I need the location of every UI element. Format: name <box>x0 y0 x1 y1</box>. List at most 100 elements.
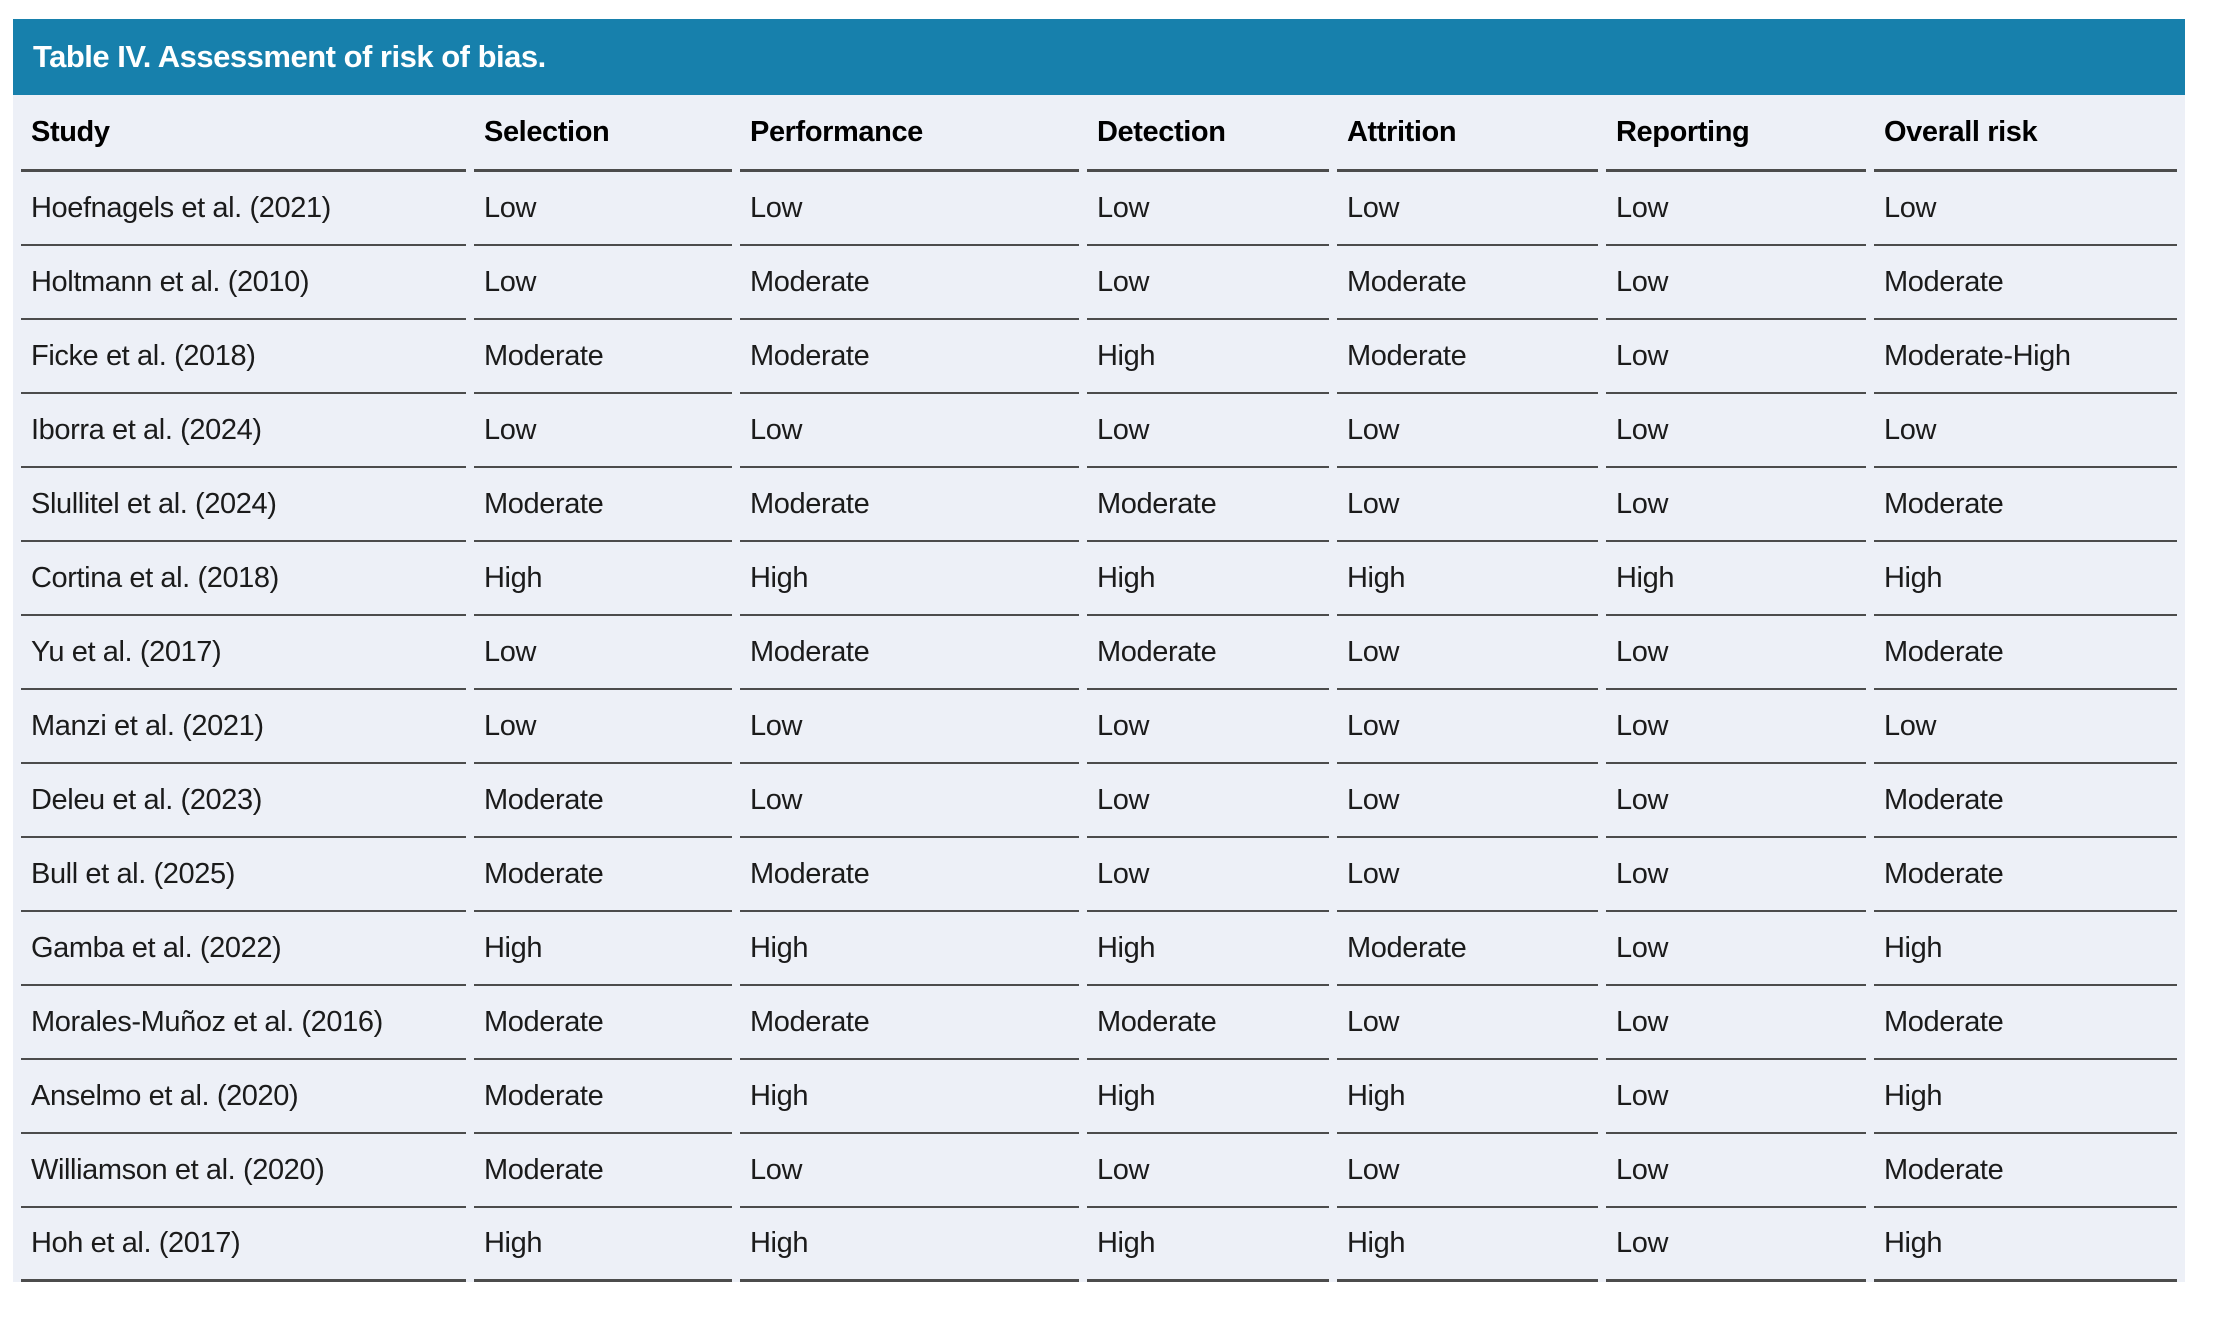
study-cell: Hoefnagels et al. (2021) <box>21 172 466 246</box>
selection-cell: Moderate <box>474 320 732 394</box>
selection-cell: Low <box>474 172 732 246</box>
detection-cell: High <box>1087 912 1329 986</box>
reporting-cell: Low <box>1606 690 1866 764</box>
performance-cell: High <box>740 912 1079 986</box>
attrition-cell: Low <box>1337 1134 1598 1208</box>
performance-cell: Moderate <box>740 616 1079 690</box>
detection-cell: Moderate <box>1087 616 1329 690</box>
attrition-cell: Low <box>1337 394 1598 468</box>
attrition-cell: Low <box>1337 764 1598 838</box>
overall-risk-cell: Moderate <box>1874 246 2177 320</box>
overall-risk-cell: Low <box>1874 394 2177 468</box>
header-row: Study Selection Performance Detection At… <box>21 95 2177 172</box>
table-row: Iborra et al. (2024) Low Low Low Low Low… <box>21 394 2177 468</box>
detection-cell: Moderate <box>1087 986 1329 1060</box>
overall-risk-cell: Moderate <box>1874 616 2177 690</box>
study-cell: Gamba et al. (2022) <box>21 912 466 986</box>
attrition-cell: Moderate <box>1337 912 1598 986</box>
study-cell: Williamson et al. (2020) <box>21 1134 466 1208</box>
performance-cell: High <box>740 542 1079 616</box>
overall-risk-cell: Moderate <box>1874 1134 2177 1208</box>
selection-cell: Low <box>474 246 732 320</box>
study-cell: Deleu et al. (2023) <box>21 764 466 838</box>
overall-risk-cell: High <box>1874 912 2177 986</box>
reporting-cell: Low <box>1606 986 1866 1060</box>
attrition-cell: Low <box>1337 616 1598 690</box>
table-title: Table IV. Assessment of risk of bias. <box>33 39 546 74</box>
column-header-performance: Performance <box>740 95 1079 172</box>
selection-cell: Moderate <box>474 838 732 912</box>
attrition-cell: Moderate <box>1337 320 1598 394</box>
column-header-reporting: Reporting <box>1606 95 1866 172</box>
assessment-table: Study Selection Performance Detection At… <box>13 95 2185 1282</box>
reporting-cell: Low <box>1606 1134 1866 1208</box>
performance-cell: High <box>740 1208 1079 1282</box>
column-header-selection: Selection <box>474 95 732 172</box>
performance-cell: Low <box>740 172 1079 246</box>
reporting-cell: Low <box>1606 394 1866 468</box>
reporting-cell: Low <box>1606 1060 1866 1134</box>
study-cell: Slullitel et al. (2024) <box>21 468 466 542</box>
selection-cell: Moderate <box>474 986 732 1060</box>
reporting-cell: High <box>1606 542 1866 616</box>
attrition-cell: Low <box>1337 838 1598 912</box>
table-row: Williamson et al. (2020) Moderate Low Lo… <box>21 1134 2177 1208</box>
attrition-cell: Moderate <box>1337 246 1598 320</box>
study-cell: Cortina et al. (2018) <box>21 542 466 616</box>
table-row: Deleu et al. (2023) Moderate Low Low Low… <box>21 764 2177 838</box>
overall-risk-cell: Moderate <box>1874 764 2177 838</box>
performance-cell: Low <box>740 764 1079 838</box>
reporting-cell: Low <box>1606 246 1866 320</box>
attrition-cell: Low <box>1337 986 1598 1060</box>
table-row: Cortina et al. (2018) High High High Hig… <box>21 542 2177 616</box>
risk-of-bias-table: Table IV. Assessment of risk of bias. St… <box>13 19 2185 1282</box>
reporting-cell: Low <box>1606 764 1866 838</box>
reporting-cell: Low <box>1606 468 1866 542</box>
column-header-detection: Detection <box>1087 95 1329 172</box>
detection-cell: High <box>1087 1208 1329 1282</box>
table-row: Morales-Muñoz et al. (2016) Moderate Mod… <box>21 986 2177 1060</box>
detection-cell: Low <box>1087 838 1329 912</box>
study-cell: Ficke et al. (2018) <box>21 320 466 394</box>
attrition-cell: High <box>1337 542 1598 616</box>
selection-cell: Moderate <box>474 1134 732 1208</box>
table-row: Hoefnagels et al. (2021) Low Low Low Low… <box>21 172 2177 246</box>
attrition-cell: High <box>1337 1060 1598 1134</box>
detection-cell: Moderate <box>1087 468 1329 542</box>
table-row: Anselmo et al. (2020) Moderate High High… <box>21 1060 2177 1134</box>
study-cell: Iborra et al. (2024) <box>21 394 466 468</box>
table-row: Gamba et al. (2022) High High High Moder… <box>21 912 2177 986</box>
overall-risk-cell: High <box>1874 1060 2177 1134</box>
overall-risk-cell: Moderate-High <box>1874 320 2177 394</box>
attrition-cell: High <box>1337 1208 1598 1282</box>
performance-cell: Moderate <box>740 986 1079 1060</box>
performance-cell: Moderate <box>740 838 1079 912</box>
selection-cell: Low <box>474 394 732 468</box>
selection-cell: High <box>474 542 732 616</box>
table-row: Bull et al. (2025) Moderate Moderate Low… <box>21 838 2177 912</box>
table-row: Manzi et al. (2021) Low Low Low Low Low … <box>21 690 2177 764</box>
overall-risk-cell: High <box>1874 542 2177 616</box>
table-row: Holtmann et al. (2010) Low Moderate Low … <box>21 246 2177 320</box>
study-cell: Yu et al. (2017) <box>21 616 466 690</box>
performance-cell: Moderate <box>740 468 1079 542</box>
selection-cell: Moderate <box>474 1060 732 1134</box>
table-row: Slullitel et al. (2024) Moderate Moderat… <box>21 468 2177 542</box>
column-header-overall-risk: Overall risk <box>1874 95 2177 172</box>
attrition-cell: Low <box>1337 468 1598 542</box>
detection-cell: Low <box>1087 394 1329 468</box>
performance-cell: High <box>740 1060 1079 1134</box>
table-row: Ficke et al. (2018) Moderate Moderate Hi… <box>21 320 2177 394</box>
table-row: Hoh et al. (2017) High High High High Lo… <box>21 1208 2177 1282</box>
performance-cell: Low <box>740 690 1079 764</box>
performance-cell: Moderate <box>740 320 1079 394</box>
detection-cell: Low <box>1087 172 1329 246</box>
overall-risk-cell: High <box>1874 1208 2177 1282</box>
selection-cell: Moderate <box>474 764 732 838</box>
column-header-attrition: Attrition <box>1337 95 1598 172</box>
detection-cell: Low <box>1087 246 1329 320</box>
study-cell: Bull et al. (2025) <box>21 838 466 912</box>
reporting-cell: Low <box>1606 616 1866 690</box>
table-row: Yu et al. (2017) Low Moderate Moderate L… <box>21 616 2177 690</box>
attrition-cell: Low <box>1337 690 1598 764</box>
